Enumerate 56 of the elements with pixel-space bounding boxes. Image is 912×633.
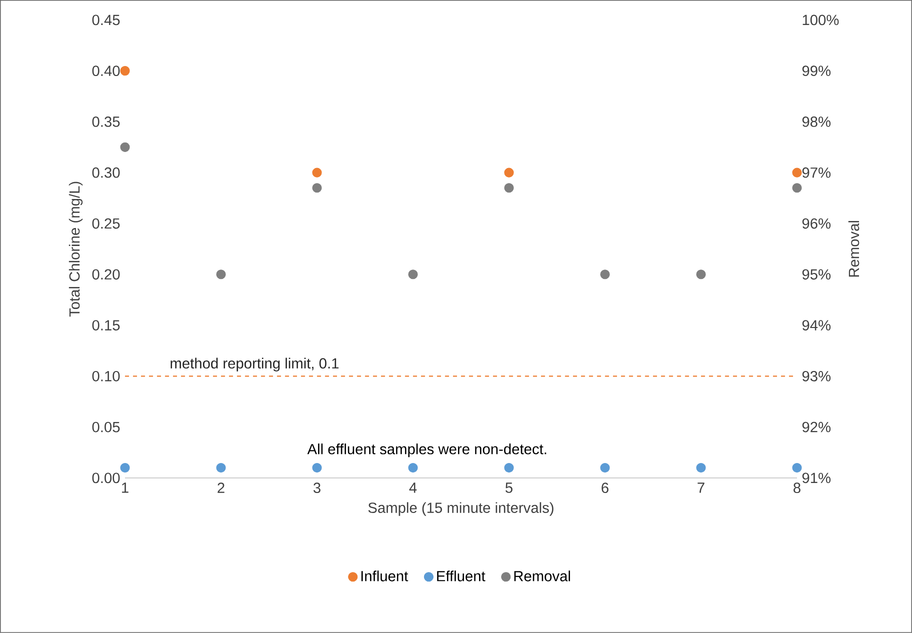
y2-tick-label: 91% bbox=[802, 472, 831, 484]
y2-tick-label: 93% bbox=[802, 371, 831, 382]
point bbox=[792, 462, 802, 473]
y-tick-label: 0.30 bbox=[92, 167, 120, 178]
y-tick-label: 0.05 bbox=[92, 422, 120, 432]
ref-line-label: method reporting limit, 0.1 bbox=[170, 358, 339, 372]
point bbox=[600, 462, 610, 473]
point bbox=[504, 462, 514, 473]
x-tick-label: 2 bbox=[218, 482, 224, 493]
annotation: All effluent samples were non-detect. bbox=[307, 444, 546, 458]
point bbox=[312, 462, 322, 473]
point bbox=[600, 270, 610, 280]
y2-tick-label: 98% bbox=[802, 116, 831, 127]
y-tick-label: 0.10 bbox=[92, 371, 120, 382]
legend-label: Removal bbox=[514, 570, 570, 582]
x-tick-label: 5 bbox=[506, 482, 512, 493]
point bbox=[216, 462, 226, 473]
y-axis-title: Total Chlorine (mg/L) bbox=[68, 182, 83, 317]
point bbox=[792, 183, 802, 193]
point bbox=[408, 270, 418, 280]
y2-tick-label: 97% bbox=[802, 167, 831, 178]
y-tick-label: 0.15 bbox=[92, 320, 120, 330]
point bbox=[696, 270, 706, 280]
point bbox=[120, 462, 130, 473]
point bbox=[408, 462, 418, 473]
y2-tick-label: 92% bbox=[802, 422, 831, 432]
point bbox=[312, 183, 322, 193]
y-tick-label: 0.45 bbox=[92, 14, 120, 26]
x-axis-title: Sample (15 minute intervals) bbox=[368, 502, 554, 516]
y-tick-label: 0.35 bbox=[92, 116, 120, 127]
x-tick-label: 3 bbox=[313, 482, 320, 494]
point bbox=[504, 183, 514, 193]
point bbox=[504, 168, 514, 178]
y-tick-label: 0.00 bbox=[92, 472, 120, 484]
legend-label: Influent bbox=[361, 570, 408, 582]
y2-tick-label: 99% bbox=[802, 66, 831, 76]
y2-tick-label: 94% bbox=[802, 320, 831, 330]
y2-tick-label: 95% bbox=[802, 269, 831, 280]
y-tick-label: 0.40 bbox=[92, 66, 120, 76]
point bbox=[312, 168, 322, 178]
x-tick-label: 6 bbox=[602, 482, 608, 494]
y-tick-label: 0.25 bbox=[92, 218, 120, 229]
y-tick-label: 0.20 bbox=[92, 269, 120, 280]
point bbox=[216, 270, 226, 280]
point bbox=[120, 142, 130, 152]
y2-tick-label: 100% bbox=[802, 14, 839, 26]
x-tick-label: 8 bbox=[794, 482, 800, 494]
point bbox=[792, 168, 802, 178]
legend-label: Effluent bbox=[437, 570, 486, 582]
x-tick-label: 4 bbox=[409, 482, 417, 493]
y2-axis-title: Removal bbox=[848, 221, 860, 277]
point bbox=[696, 462, 706, 473]
x-tick-label: 7 bbox=[698, 482, 704, 493]
y2-tick-label: 96% bbox=[802, 218, 831, 229]
x-tick-label: 1 bbox=[122, 482, 128, 493]
point bbox=[120, 66, 130, 76]
